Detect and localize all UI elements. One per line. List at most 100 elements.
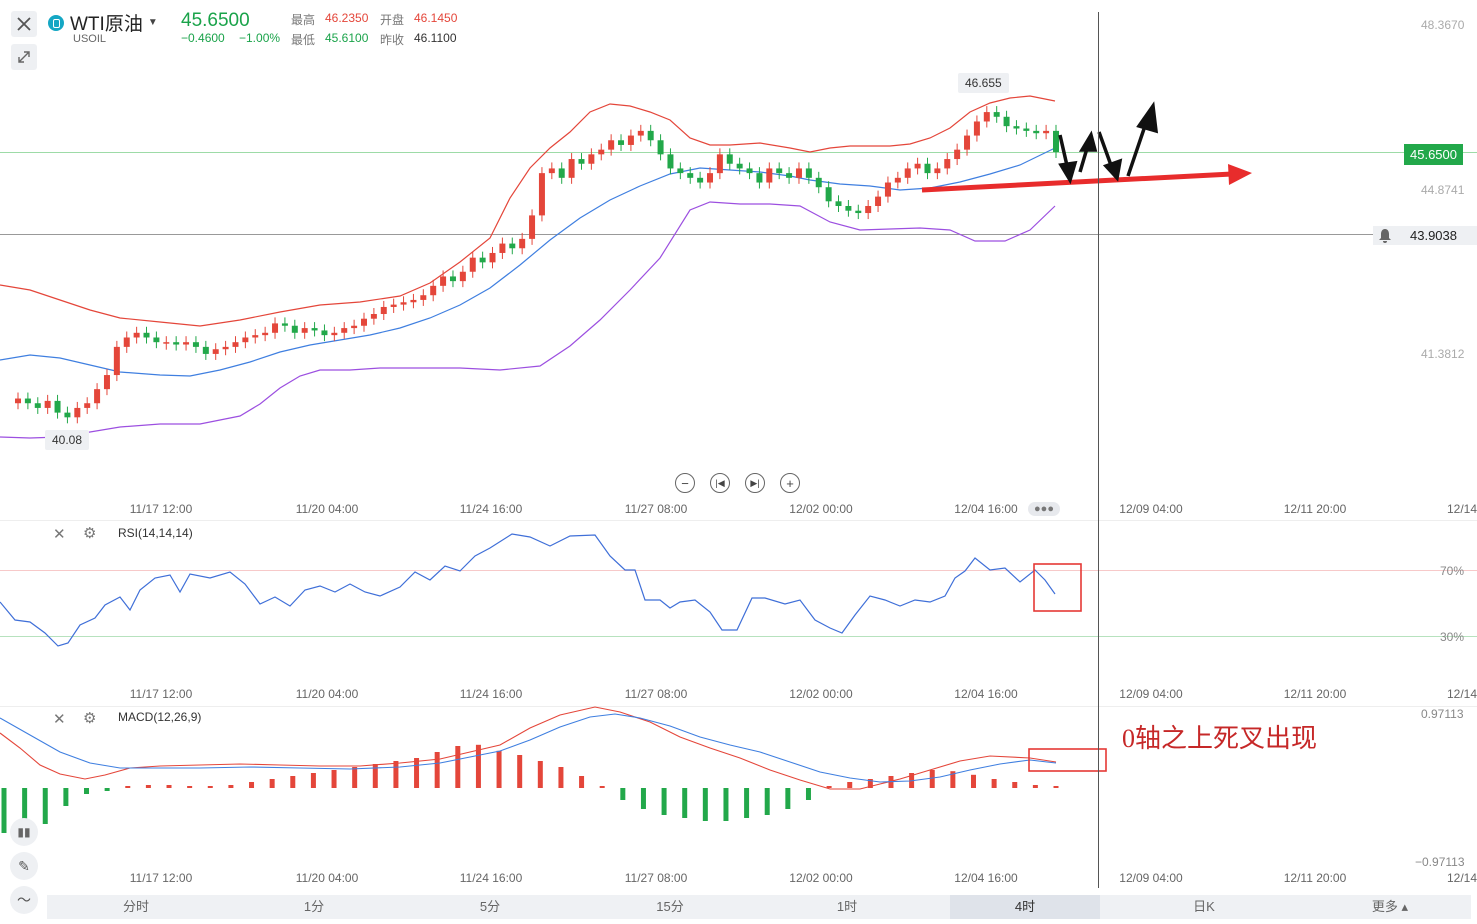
candle-body[interactable] <box>894 177 901 183</box>
candle-body[interactable] <box>786 173 793 178</box>
candle-body[interactable] <box>361 318 367 326</box>
close-button[interactable] <box>11 11 37 37</box>
alert-line-row[interactable] <box>1373 226 1477 245</box>
candle-body[interactable] <box>578 159 585 164</box>
candle-body[interactable] <box>262 332 269 336</box>
candle-body[interactable] <box>341 328 348 333</box>
candle-body[interactable] <box>1023 128 1030 131</box>
candle-body[interactable] <box>1013 126 1020 129</box>
candle-body[interactable] <box>301 328 308 333</box>
draw-tool[interactable]: ✎ <box>10 852 38 880</box>
candle-body[interactable] <box>697 177 704 183</box>
candle-body[interactable] <box>618 140 625 145</box>
candle-body[interactable] <box>993 112 1000 117</box>
candle-body[interactable] <box>529 215 536 239</box>
candle-body[interactable] <box>558 168 565 178</box>
candle-body[interactable] <box>707 173 713 183</box>
candle-body[interactable] <box>153 337 160 343</box>
candle-body[interactable] <box>756 173 763 183</box>
candle-body[interactable] <box>113 346 120 376</box>
candle-body[interactable] <box>776 168 783 174</box>
candle-body[interactable] <box>370 314 377 319</box>
candle-body[interactable] <box>64 412 71 418</box>
candle-body[interactable] <box>420 295 427 300</box>
candle-body[interactable] <box>627 135 634 145</box>
candle-body[interactable] <box>519 238 526 249</box>
candle-body[interactable] <box>459 271 466 282</box>
candle-body[interactable] <box>954 149 961 160</box>
candle-body[interactable] <box>479 257 486 263</box>
close-icon[interactable]: ✕ <box>53 711 66 728</box>
candle-body[interactable] <box>865 206 872 214</box>
indicator-tool[interactable]: ▮▮ <box>10 818 38 846</box>
timeframe-0[interactable]: 分时 <box>122 899 150 914</box>
candle-body[interactable] <box>202 346 209 354</box>
candle-body[interactable] <box>252 335 259 338</box>
candle-body[interactable] <box>469 257 476 272</box>
candle-body[interactable] <box>815 177 822 188</box>
candle-body[interactable] <box>242 337 249 343</box>
candle-body[interactable] <box>1003 116 1010 127</box>
timeframe-5[interactable]: 4时 <box>950 895 1100 919</box>
candle-body[interactable] <box>647 130 654 141</box>
candle-body[interactable] <box>924 163 931 174</box>
candle-body[interactable] <box>74 407 81 418</box>
close-icon[interactable]: ✕ <box>53 526 66 543</box>
candle-body[interactable] <box>835 201 842 207</box>
candle-body[interactable] <box>390 304 397 307</box>
candle-body[interactable] <box>983 112 990 122</box>
candle-body[interactable] <box>716 154 723 174</box>
candle-body[interactable] <box>449 276 456 282</box>
candle-body[interactable] <box>489 252 496 263</box>
candle-body[interactable] <box>538 173 545 216</box>
candle-body[interactable] <box>677 168 684 174</box>
candle-body[interactable] <box>726 154 733 164</box>
symbol-selector[interactable]: WTI原油 ▼ <box>48 9 158 36</box>
candle-body[interactable] <box>430 285 437 296</box>
candle-body[interactable] <box>667 154 674 169</box>
candle-body[interactable] <box>123 337 130 347</box>
candle-body[interactable] <box>54 400 61 413</box>
candle-body[interactable] <box>736 163 743 169</box>
scroll-forward-button[interactable]: ▶| <box>745 473 765 493</box>
candle-body[interactable] <box>687 173 694 178</box>
bell-icon[interactable] <box>1378 228 1392 243</box>
candle-body[interactable] <box>845 206 852 211</box>
candle-body[interactable] <box>440 276 447 286</box>
timeframe-7[interactable]: 更多 ▴ <box>1371 899 1409 914</box>
candle-body[interactable] <box>103 375 110 390</box>
candle-body[interactable] <box>509 243 516 249</box>
candle-body[interactable] <box>94 389 101 404</box>
candle-body[interactable] <box>44 400 51 408</box>
candle-body[interactable] <box>588 154 595 164</box>
candle-body[interactable] <box>183 342 190 345</box>
gear-icon[interactable]: ⚙ <box>83 525 97 542</box>
candle-body[interactable] <box>34 403 41 408</box>
candle-body[interactable] <box>400 302 407 305</box>
zoom-out-button[interactable]: − <box>675 473 695 493</box>
candle-body[interactable] <box>291 325 298 333</box>
candle-body[interactable] <box>232 342 239 347</box>
candle-body[interactable] <box>855 210 862 214</box>
timeframe-4[interactable]: 1时 <box>836 899 858 914</box>
timeframe-6[interactable]: 日K <box>1193 899 1215 914</box>
candle-body[interactable] <box>568 159 575 178</box>
candle-body[interactable] <box>608 140 615 150</box>
candle-body[interactable] <box>499 243 506 253</box>
candle-body[interactable] <box>351 325 358 329</box>
candle-body[interactable] <box>637 130 644 136</box>
candle-body[interactable] <box>380 306 387 315</box>
candle-body[interactable] <box>173 342 180 345</box>
collapse-button[interactable] <box>11 44 37 70</box>
candle-body[interactable] <box>934 168 941 174</box>
candle-body[interactable] <box>657 140 664 155</box>
candle-body[interactable] <box>133 332 140 338</box>
candle-body[interactable] <box>973 121 980 136</box>
candle-body[interactable] <box>598 149 605 155</box>
candle-body[interactable] <box>143 332 150 338</box>
candle-body[interactable] <box>192 342 199 347</box>
trend-tool[interactable]: 〜 <box>10 886 38 914</box>
candle-body[interactable] <box>281 323 288 326</box>
candle-body[interactable] <box>766 168 773 183</box>
